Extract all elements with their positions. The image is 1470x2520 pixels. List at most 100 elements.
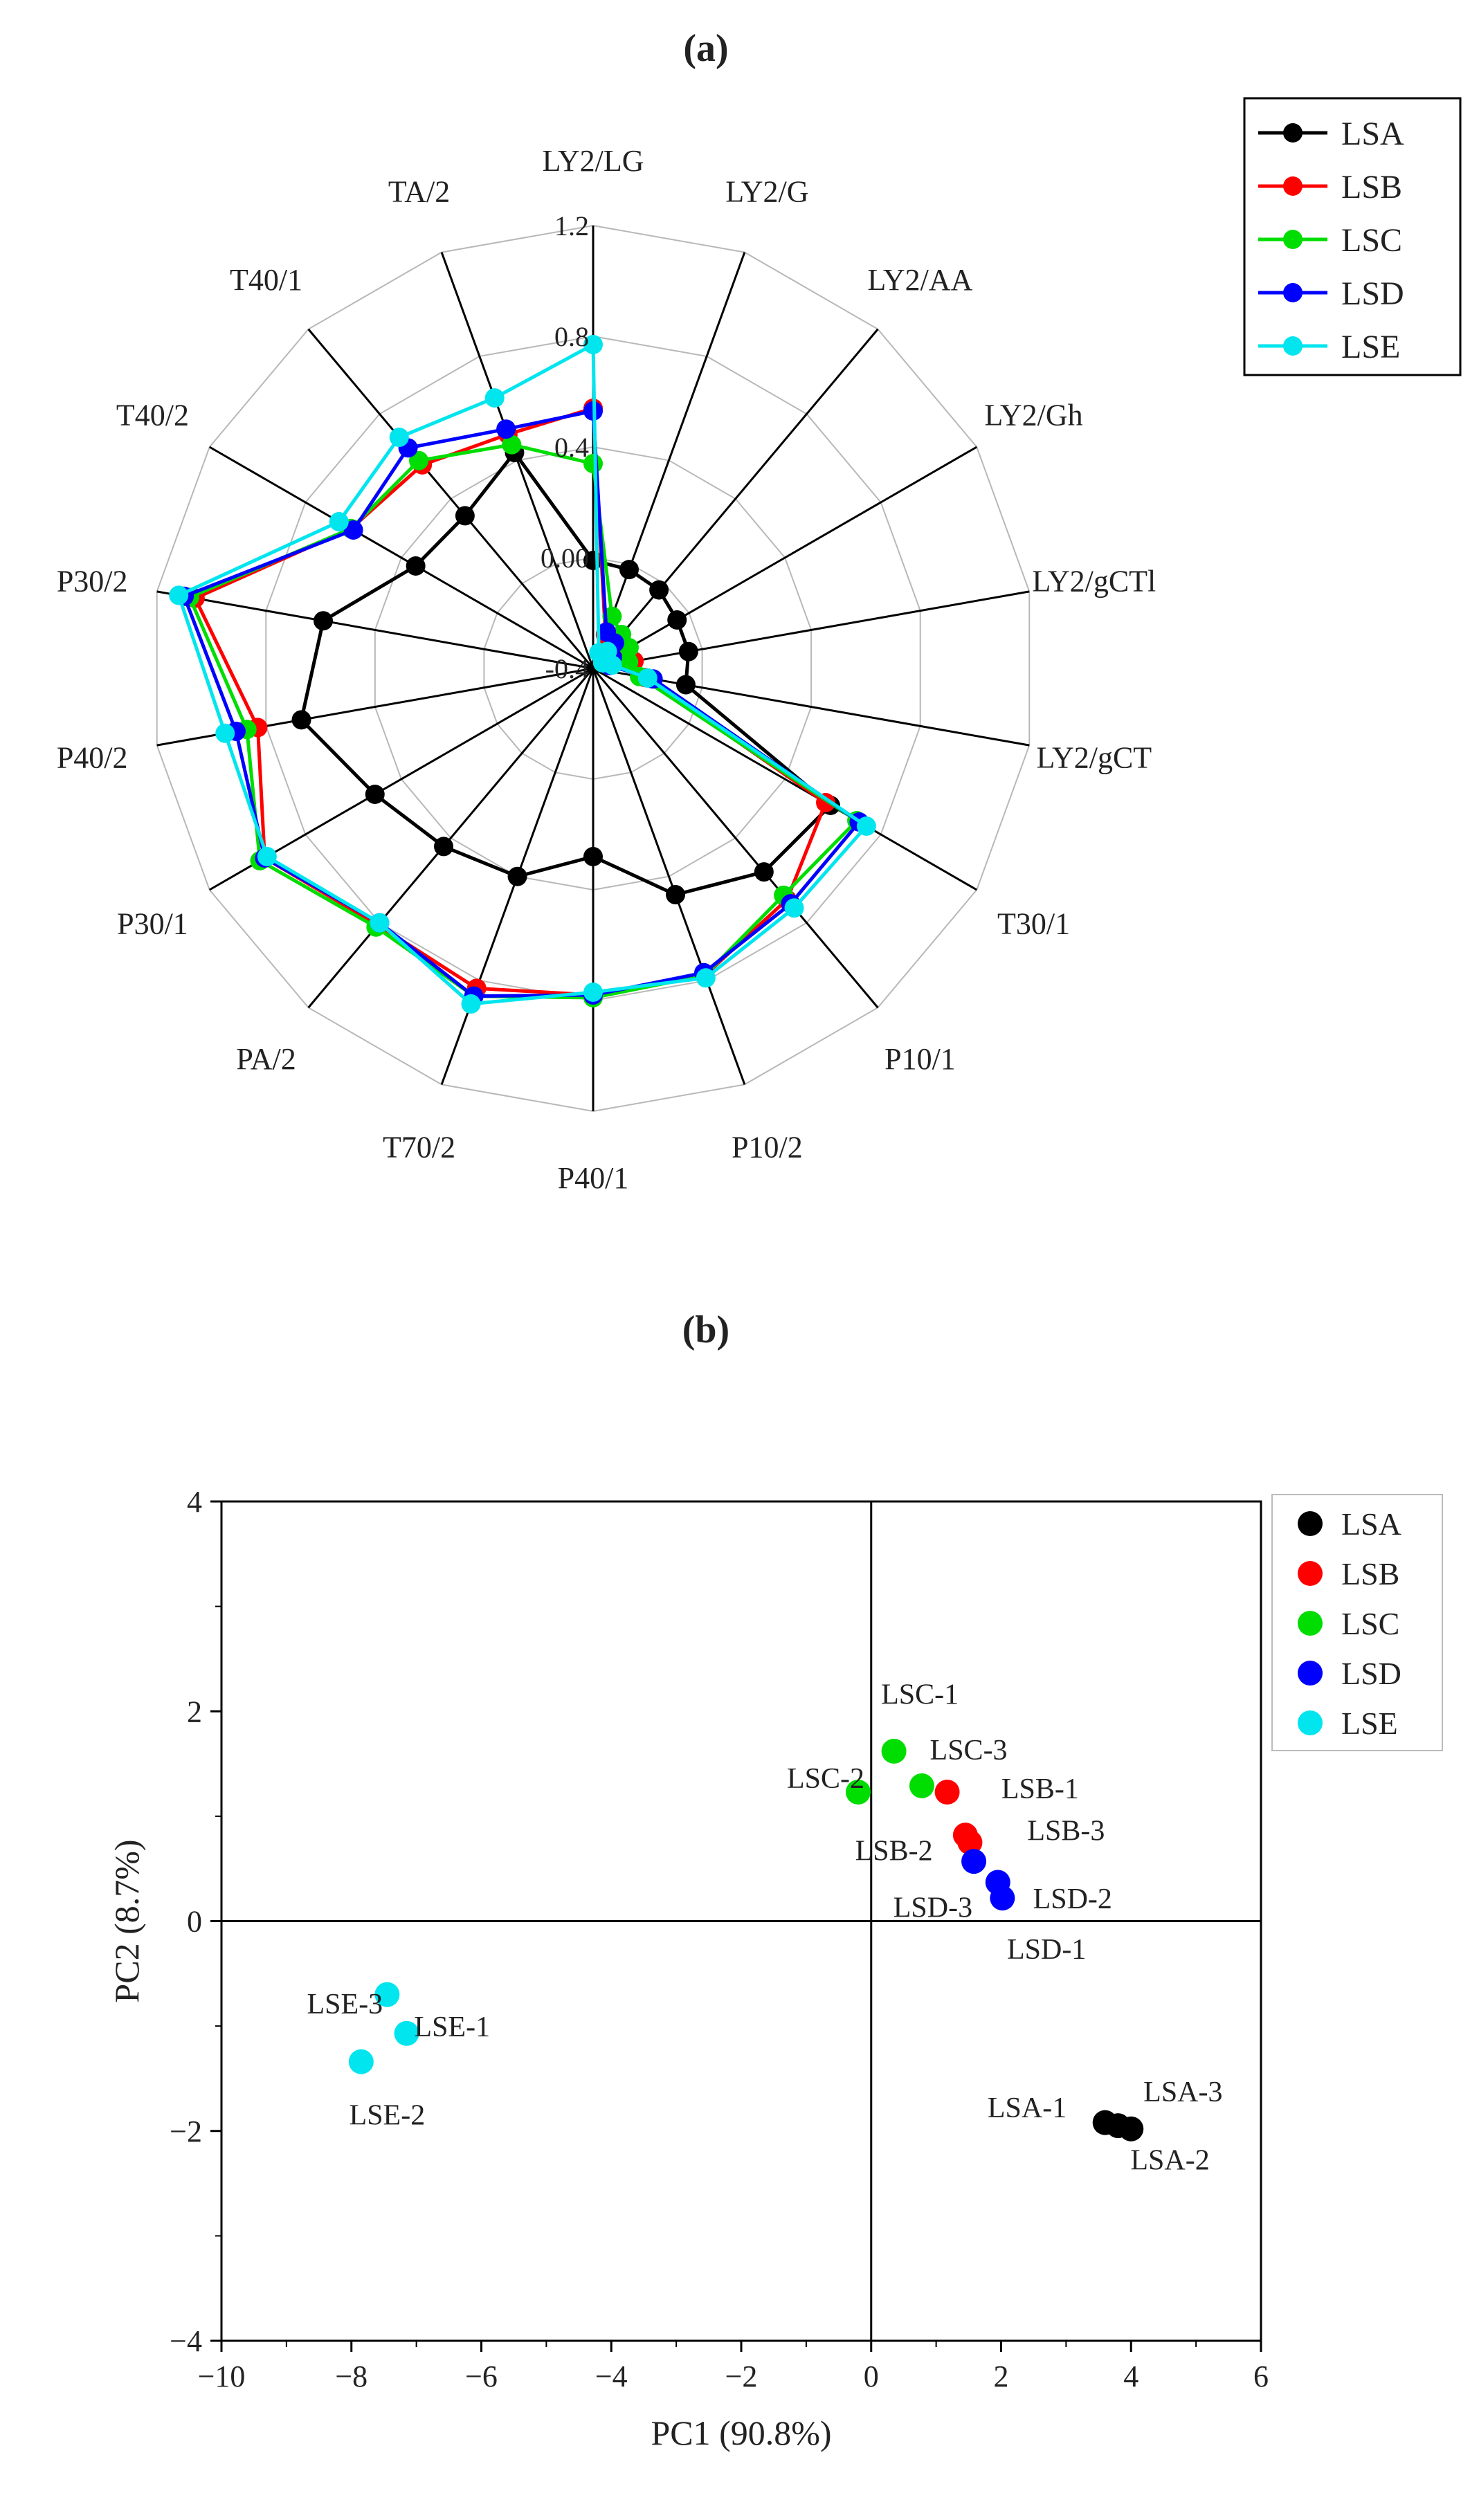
radar-point-LSE xyxy=(329,512,349,531)
radar-legend-marker xyxy=(1283,123,1303,143)
scatter-x-tick-label: −10 xyxy=(198,2359,246,2393)
radar-point-LSA xyxy=(649,580,669,600)
radar-tick-label: 0.00 xyxy=(541,542,589,574)
scatter-point-label: LSC-1 xyxy=(881,1679,959,1710)
scatter-point-labels: LSA-1 LSA-2 LSA-3 LSB-1 LSB-2 LSB-3 LSC-1 LSC-2… xyxy=(307,1679,1223,2176)
radar-spoke xyxy=(307,668,595,1009)
radar-point-LSE xyxy=(257,847,277,866)
scatter-point-LSA xyxy=(1118,2116,1144,2142)
radar-legend-box xyxy=(1243,97,1462,376)
radar-axis-label: P40/1 xyxy=(558,1161,629,1195)
radar-legend: LSA LSB LSC LSD LSE xyxy=(1243,97,1462,376)
scatter-point-label: LSA-1 xyxy=(988,2092,1067,2124)
scatter-y-tick-label: 4 xyxy=(187,1485,202,1519)
radar-tick-label: 0.4 xyxy=(554,432,589,463)
scatter-legend-marker xyxy=(1298,1561,1323,1586)
scatter-point-label: LSA-3 xyxy=(1143,2076,1222,2108)
scatter-point-LSE xyxy=(394,2020,419,2046)
radar-point-LSA xyxy=(434,837,454,857)
radar-tick-label: 1.2 xyxy=(554,210,589,241)
radar-series-line-LSE xyxy=(176,343,869,1006)
radar-spoke xyxy=(592,667,978,891)
scatter-points xyxy=(348,1738,1144,2142)
radar-point-LSE xyxy=(696,968,716,988)
radar-point-LSA xyxy=(675,675,696,695)
scatter-point-label: LSB-3 xyxy=(1027,1816,1105,1847)
scatter-point-label: LSE-3 xyxy=(307,1989,383,2020)
radar-axis-label: LY2/AA xyxy=(867,263,972,297)
scatter-zero-lines xyxy=(221,1501,1261,2341)
scatter-ticks: −10 −8 −6 −4 −2 0 2 4 6 −4 −2 0 2 4 xyxy=(170,1485,1269,2393)
radar-axis-label: LY2/LG xyxy=(542,144,644,178)
scatter-point-LSB xyxy=(957,1829,983,1855)
radar-point-LSA xyxy=(406,556,426,576)
radar-legend-marker xyxy=(1283,336,1303,356)
scatter-point-label: LSE-1 xyxy=(414,2011,490,2043)
radar-legend-marker xyxy=(1283,230,1303,249)
radar-axis-label: LY2/G xyxy=(725,174,808,208)
scatter-point-LSC xyxy=(909,1773,934,1798)
radar-legend-label: LSC xyxy=(1341,222,1402,259)
radar-legend-marker xyxy=(1283,176,1303,196)
radar-axis-label: P10/1 xyxy=(884,1042,956,1076)
scatter-legend-label: LSA xyxy=(1341,1506,1401,1542)
scatter-x-tick-label: −4 xyxy=(595,2359,628,2393)
scatter-legend-marker xyxy=(1298,1511,1323,1536)
scatter-point-label: LSE-2 xyxy=(350,2099,426,2131)
radar-point-LSA xyxy=(507,866,527,886)
radar-point-LSE xyxy=(169,585,189,605)
radar-spoke xyxy=(592,668,746,1085)
scatter-point-label: LSB-2 xyxy=(855,1835,933,1867)
panel-label-a: (a) xyxy=(683,27,728,70)
radar-point-LSA xyxy=(291,710,311,730)
radar-point-LSE xyxy=(370,913,390,933)
radar-point-LSE xyxy=(389,428,409,448)
scatter-point-LSD xyxy=(961,1849,987,1874)
radar-point-LSC xyxy=(619,652,639,672)
radar-spoke xyxy=(592,328,879,669)
scatter-legend-label: LSB xyxy=(1341,1556,1399,1591)
radar-spoke xyxy=(592,252,746,669)
radar-axis-label: T30/1 xyxy=(997,907,1070,941)
scatter-x-axis-title: PC1 (90.8%) xyxy=(651,2413,831,2452)
scatter-x-tick-label: 0 xyxy=(864,2359,879,2393)
scatter-y-tick-label: 2 xyxy=(187,1695,202,1728)
radar-point-LSE xyxy=(784,898,804,918)
scatter-point-label: LSB-1 xyxy=(1001,1773,1079,1805)
scatter-legend-label: LSC xyxy=(1341,1606,1399,1641)
radar-point-LSA xyxy=(667,610,687,630)
scatter-point-LSC xyxy=(881,1738,907,1764)
radar-series xyxy=(169,335,876,1014)
scatter-x-tick-label: −2 xyxy=(725,2359,758,2393)
radar-point-LSA xyxy=(754,862,774,882)
scatter-point-label: LSC-3 xyxy=(930,1735,1008,1766)
radar-point-LSE xyxy=(583,983,603,1002)
radar-point-LSA xyxy=(619,560,639,580)
radar-spokes xyxy=(156,226,1030,1111)
scatter-legend: LSA LSB LSC LSD LSE xyxy=(1271,1494,1443,1751)
radar-point-LSA xyxy=(365,785,385,804)
scatter-point-label: LSC-2 xyxy=(787,1763,864,1795)
radar-spoke xyxy=(592,446,978,670)
radar-point-LSA xyxy=(314,611,334,631)
scatter-legend-marker xyxy=(1298,1710,1323,1735)
scatter-point-LSB xyxy=(934,1780,960,1805)
scatter-x-tick-label: −8 xyxy=(335,2359,368,2393)
radar-axis-label: P10/2 xyxy=(732,1131,803,1165)
radar-legend-label: LSA xyxy=(1341,116,1404,152)
radar-axis-label: LY2/Gh xyxy=(984,399,1082,432)
scatter-point-LSE xyxy=(374,1982,400,2007)
radar-point-LSE xyxy=(484,388,505,408)
radar-point-LSE xyxy=(215,723,235,743)
radar-axis-label: T70/2 xyxy=(383,1131,455,1165)
radar-axis-label: P30/2 xyxy=(57,564,128,598)
radar-tick-label: 0.8 xyxy=(554,321,589,352)
radar-axis-label: P30/1 xyxy=(117,907,188,941)
scatter-y-tick-label: 0 xyxy=(187,1905,202,1939)
radar-point-LSD xyxy=(343,520,363,540)
radar-point-LSC xyxy=(409,450,429,471)
radar-axis-label: P40/2 xyxy=(57,741,128,775)
radar-point-LSE xyxy=(602,655,622,675)
